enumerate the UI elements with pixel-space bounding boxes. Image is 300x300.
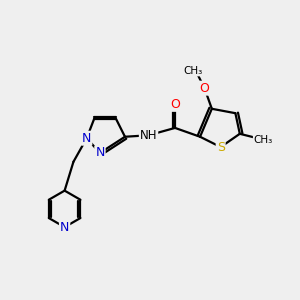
Text: O: O bbox=[170, 98, 180, 111]
Text: NH: NH bbox=[140, 129, 157, 142]
Text: N: N bbox=[95, 146, 105, 159]
Text: S: S bbox=[217, 141, 225, 154]
Text: CH₃: CH₃ bbox=[183, 65, 202, 76]
Text: N: N bbox=[82, 132, 92, 145]
Text: CH₃: CH₃ bbox=[254, 135, 273, 145]
Text: O: O bbox=[200, 82, 209, 95]
Text: N: N bbox=[60, 220, 69, 234]
